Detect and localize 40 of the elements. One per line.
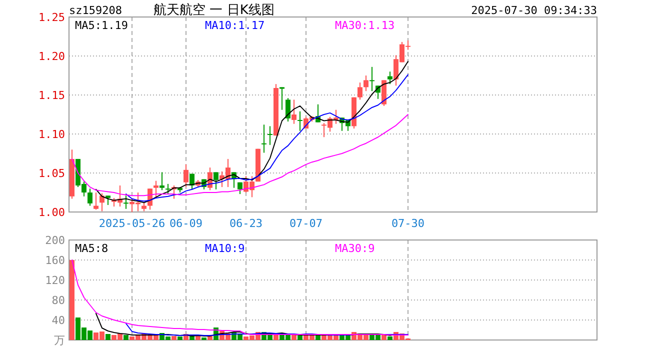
y-tick-label: 160	[45, 254, 65, 267]
text: MA10:9	[205, 242, 245, 255]
x-tick-label: 06-09	[169, 217, 203, 230]
annotation: sz159208	[69, 4, 122, 17]
bar	[208, 336, 212, 340]
x-tick-label: 07-30	[391, 217, 425, 230]
bar	[190, 336, 194, 340]
text: MA30:9	[335, 242, 375, 255]
x-tick-label: 07-07	[289, 217, 323, 230]
y-tick-label: 120	[45, 274, 65, 287]
y-tick-label: 1.10	[38, 128, 65, 141]
bar	[178, 336, 182, 340]
y-tick-label: 1.25	[38, 11, 65, 24]
bar	[388, 336, 392, 340]
bar	[316, 336, 320, 340]
x-tick-label: 06-23	[229, 217, 263, 230]
y-tick-label: 200	[45, 234, 65, 247]
y-tick-label: 1.05	[38, 167, 65, 180]
y-tick-label: 40	[52, 314, 65, 327]
bar	[172, 336, 176, 340]
text: MA5:1.19	[75, 19, 128, 32]
y-tick-label: 万	[54, 334, 65, 347]
y-tick-label: 1.00	[38, 206, 65, 219]
chart-title: 航天航空 一 日K线图	[154, 3, 274, 18]
bar	[124, 335, 128, 340]
bar	[196, 336, 200, 340]
y-tick-label: 1.20	[38, 50, 65, 63]
text: MA10:1.17	[205, 19, 265, 32]
y-tick-label: 80	[52, 294, 65, 307]
text: MA5:8	[75, 242, 108, 255]
bar	[70, 260, 74, 340]
bar	[292, 335, 296, 340]
bar	[298, 336, 302, 340]
bar	[382, 335, 386, 340]
text: MA30:1.13	[335, 19, 395, 32]
x-tick-label: 2025-05-26	[98, 217, 166, 230]
line-series	[72, 260, 408, 336]
annotation: 2025-07-30 09:34:33	[471, 4, 597, 17]
y-tick-label: 1.15	[38, 89, 65, 102]
bar	[106, 334, 110, 340]
